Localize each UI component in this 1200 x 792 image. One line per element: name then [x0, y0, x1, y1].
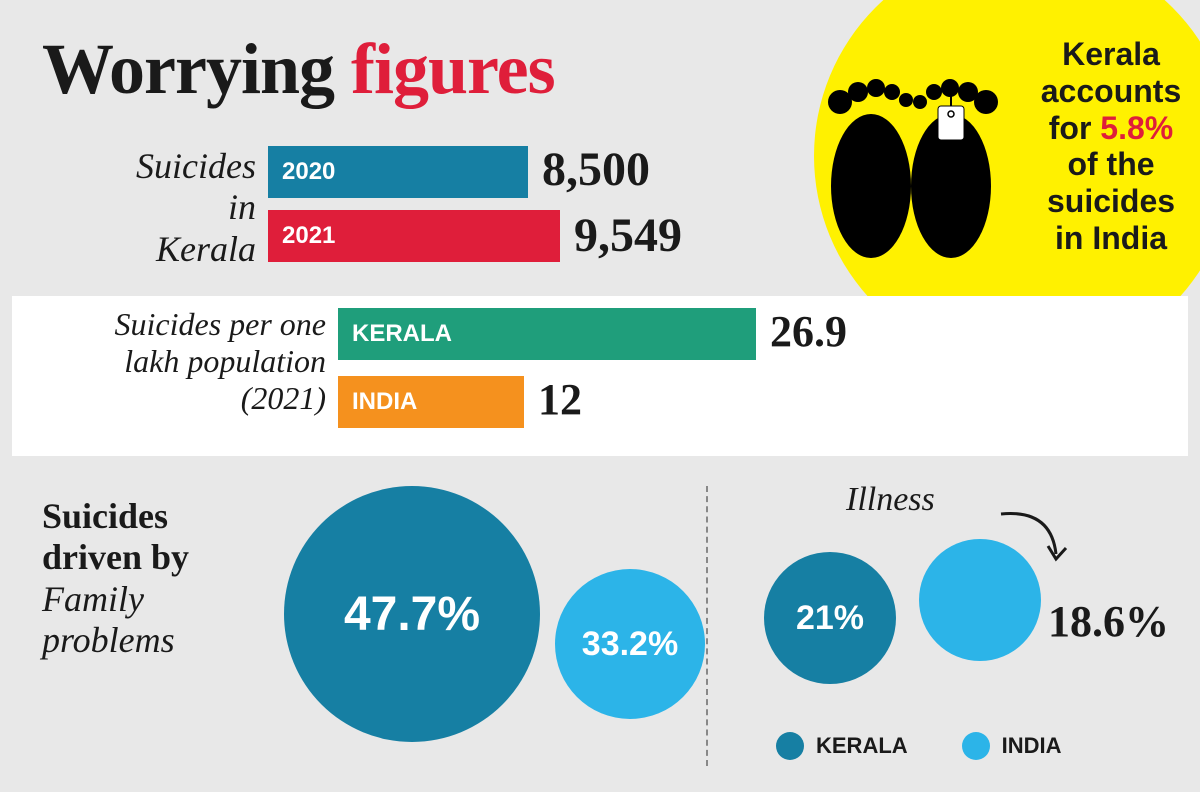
sec1-label-l2: in	[228, 187, 256, 227]
sec3-label: Suicides driven by Family problems	[42, 496, 282, 662]
callout-text: Kerala accounts for 5.8% of the suicides…	[1006, 36, 1200, 257]
sec1-bar-2021-year: 2021	[268, 222, 335, 250]
legend-dot-kerala	[776, 732, 804, 760]
sec2-bar-india: INDIA	[338, 376, 524, 428]
sec2-bar-kerala-label: KERALA	[338, 320, 452, 348]
sec1-bar-2021: 2021	[268, 210, 560, 262]
sec4-bubble-kerala: 21%	[764, 552, 896, 684]
callout-line2: accounts	[1041, 73, 1181, 109]
sec1-label-l3: Kerala	[156, 229, 256, 269]
callout-line4: of the	[1067, 146, 1154, 182]
callout-line3: for	[1049, 110, 1092, 146]
legend-dot-india	[962, 732, 990, 760]
sec1-label-l1: Suicides	[136, 146, 256, 186]
title-word1: Worrying	[42, 29, 334, 109]
sec3-bubble-india: 33.2%	[555, 569, 705, 719]
sec2-label-l3: (2021)	[241, 380, 326, 416]
sec2-bar-india-value: 12	[538, 374, 582, 425]
sec1-bar-2021-value: 9,549	[574, 208, 682, 263]
sec3-label-l2: driven by	[42, 537, 189, 577]
sec2-bar-kerala-value: 26.9	[770, 306, 847, 357]
sec3-label-l1: Suicides	[42, 496, 168, 536]
sec1-bar-2020: 2020	[268, 146, 528, 198]
sec4-bubble-india-value: 18.6%	[1048, 596, 1169, 647]
sec4-bubble-kerala-value: 21%	[796, 599, 864, 638]
sec2-bar-india-label: INDIA	[338, 388, 417, 416]
sec3-bubble-india-value: 33.2%	[582, 625, 678, 664]
callout-line1: Kerala	[1062, 36, 1160, 72]
sec3-label-l3: Family	[42, 579, 144, 619]
sec1-bar-2020-value: 8,500	[542, 142, 650, 197]
legend-label-india: INDIA	[1002, 733, 1062, 759]
title-word2: figures	[351, 29, 555, 109]
sec2-label: Suicides per one lakh population (2021)	[26, 306, 326, 416]
sec3-label-l4: problems	[42, 620, 175, 660]
sec3-bubble-kerala-value: 47.7%	[344, 587, 480, 642]
sec2-label-l1: Suicides per one	[115, 306, 327, 342]
callout-pct: 5.8%	[1100, 110, 1173, 146]
sec1-bar-2020-year: 2020	[268, 158, 335, 186]
infographic-root: Kerala accounts for 5.8% of the suicides…	[6, 6, 1194, 786]
footprints-icon	[816, 66, 1006, 276]
section-divider	[706, 486, 708, 766]
callout-line5: suicides	[1047, 183, 1175, 219]
legend-label-kerala: KERALA	[816, 733, 908, 759]
legend: KERALA INDIA	[776, 732, 1062, 760]
sec2-label-l2: lakh population	[124, 343, 326, 379]
page-title: Worrying figures	[42, 28, 555, 111]
callout-line6: in India	[1055, 220, 1167, 256]
sec1-label: Suicides in Kerala	[26, 146, 256, 270]
sec3-bubble-kerala: 47.7%	[284, 486, 540, 742]
sec4-bubble-india	[919, 539, 1041, 661]
sec4-heading: Illness	[846, 481, 935, 519]
sec2-bar-kerala: KERALA	[338, 308, 756, 360]
